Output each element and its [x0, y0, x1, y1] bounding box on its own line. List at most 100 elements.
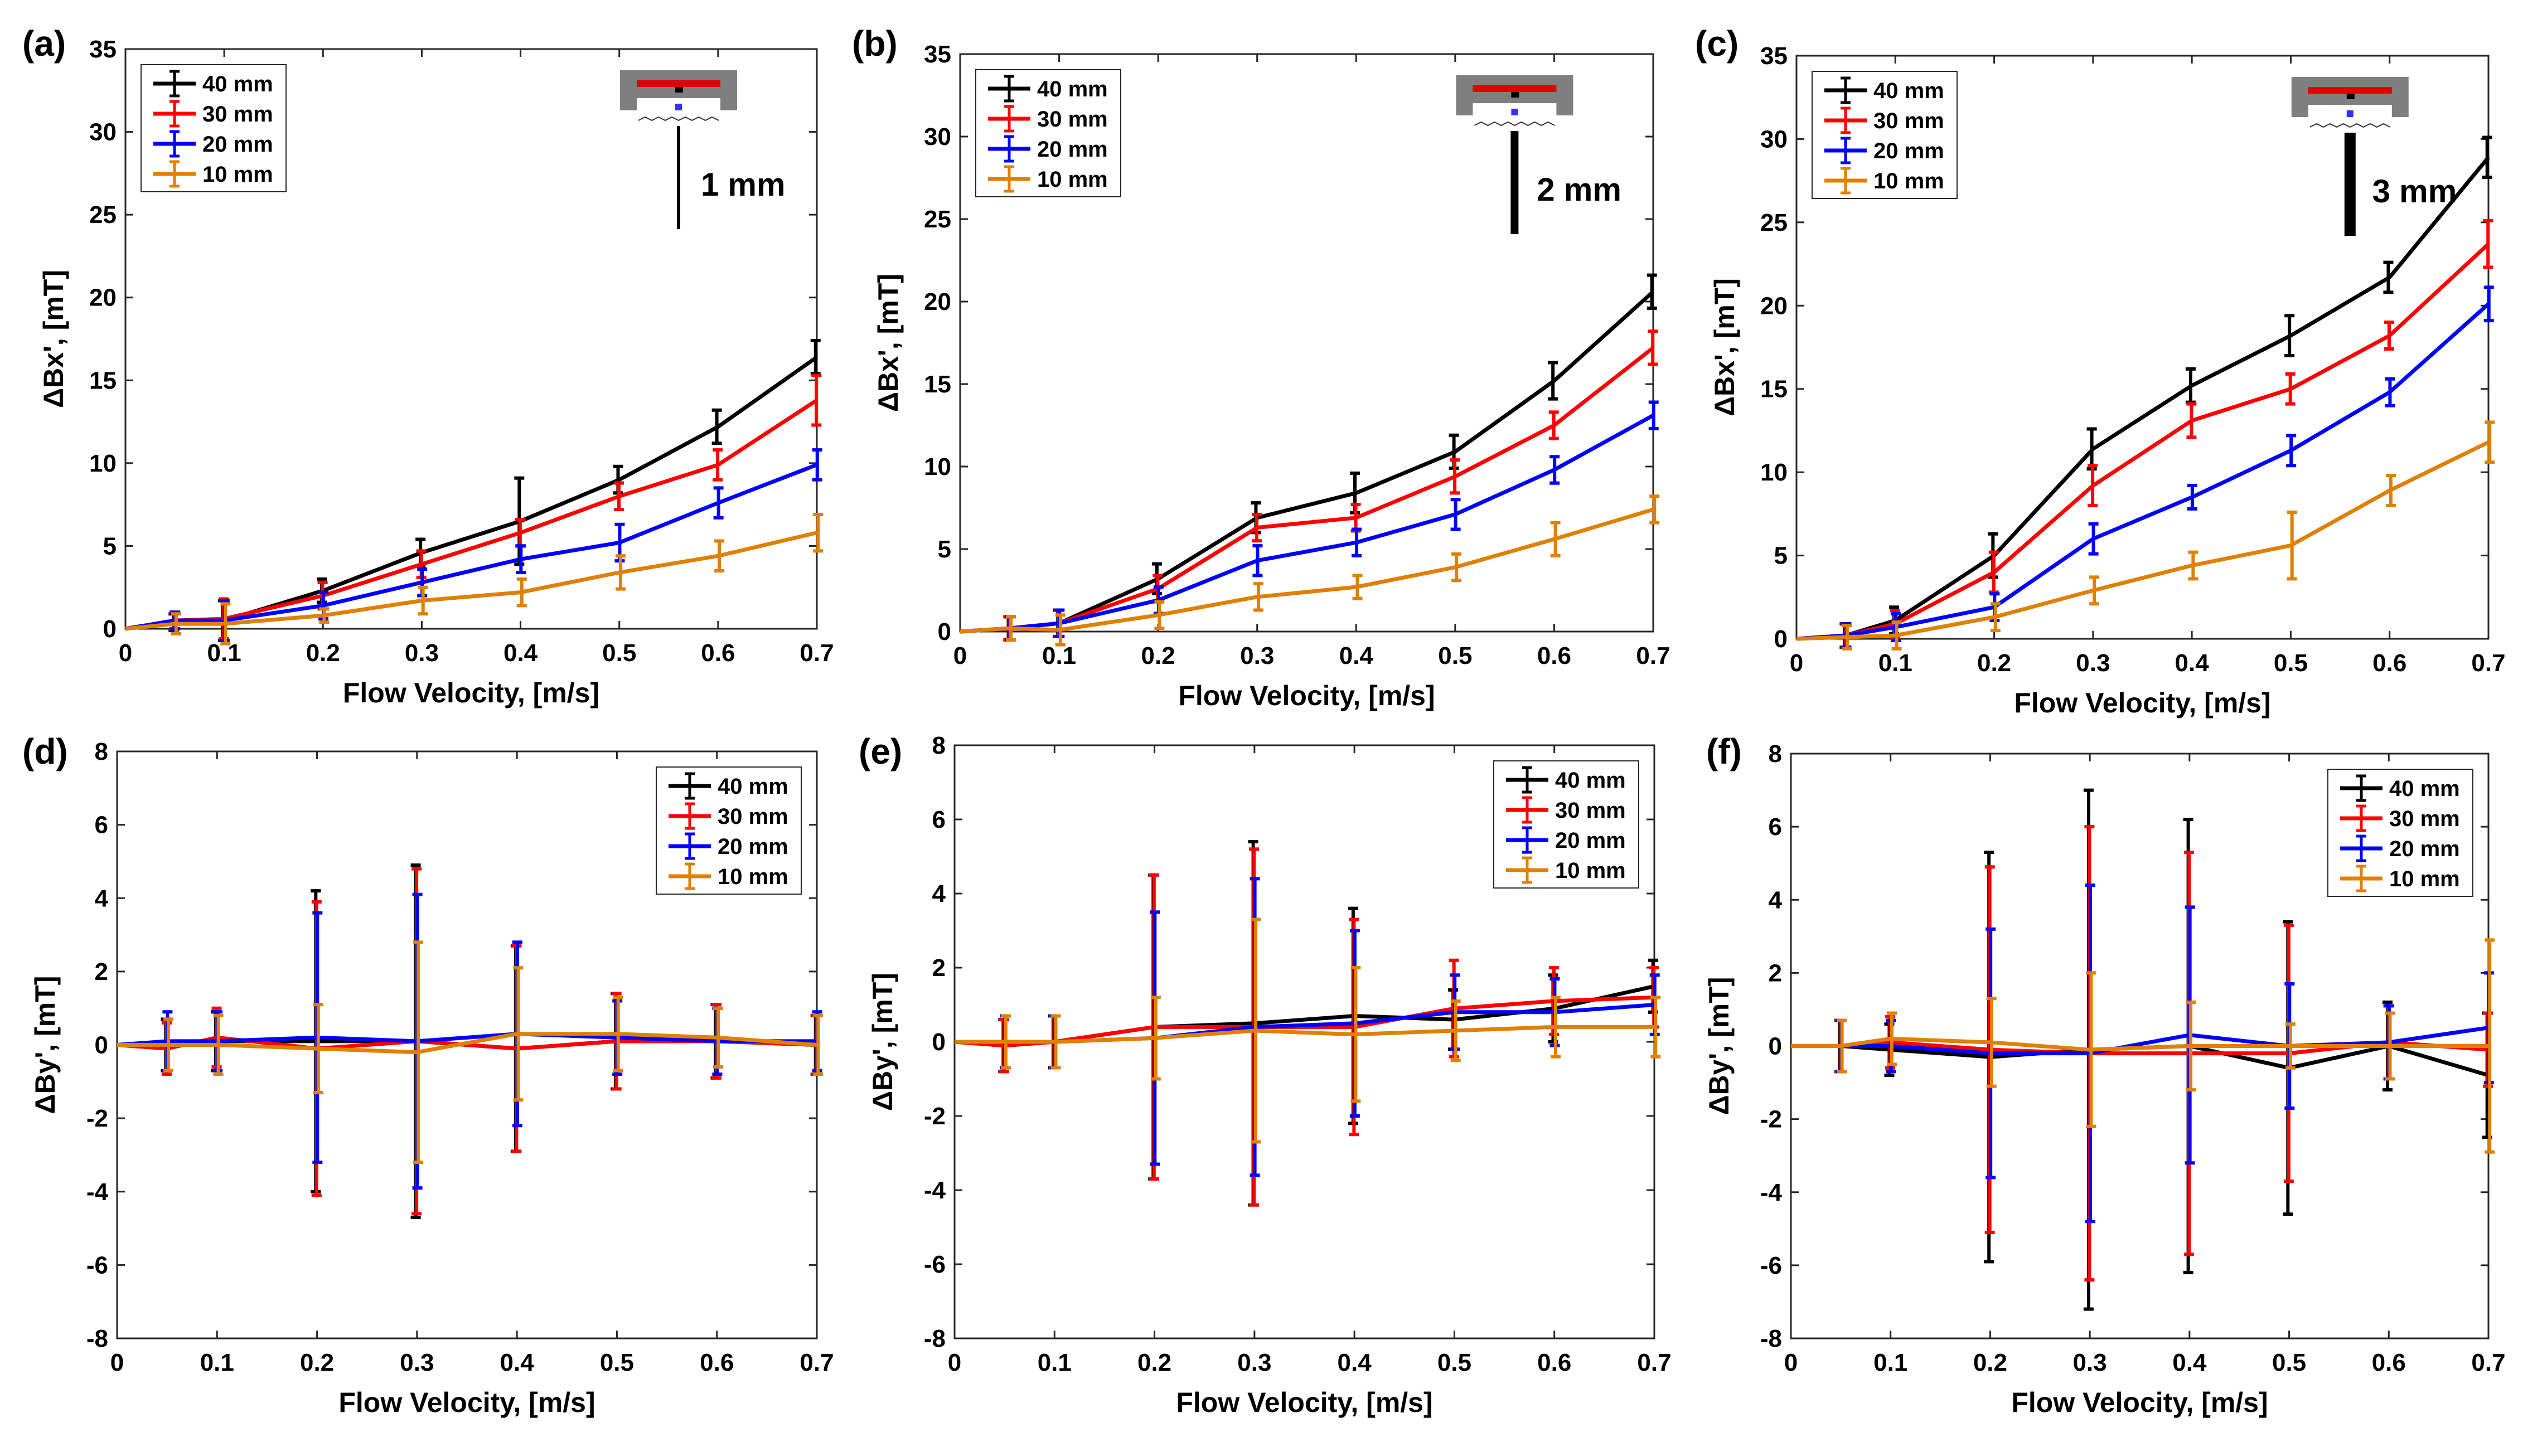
x-tick-label: 0.3: [1237, 1349, 1271, 1376]
x-tick-label: 0.3: [405, 639, 439, 667]
x-tick-label: 0.2: [306, 639, 340, 667]
sensor-inset: 2 mm: [1456, 75, 1621, 234]
hall-sensor-icon: [1511, 109, 1518, 115]
x-tick-label: 0.3: [400, 1349, 434, 1376]
panel-label: (c): [1695, 23, 1739, 64]
panel-label: (d): [22, 731, 68, 771]
membrane-icon: [2309, 123, 2391, 128]
legend-label: 20 mm: [1555, 828, 1626, 853]
series-line: [960, 507, 1654, 634]
series-10-mm: [960, 494, 1660, 647]
x-tick-label: 0.6: [1537, 1349, 1571, 1376]
x-axis-title: Flow Velocity, [m/s]: [343, 677, 599, 708]
x-tick-label: 0.7: [2471, 1349, 2505, 1376]
x-tick-label: 0.7: [800, 1349, 834, 1376]
x-tick-label: 0.4: [2175, 649, 2210, 677]
y-tick-label: 20: [89, 284, 117, 312]
legend-label: 30 mm: [718, 804, 788, 829]
legend-box: [2327, 769, 2473, 897]
y-tick-label: 0: [103, 615, 117, 643]
x-tick-label: 0: [953, 642, 967, 669]
y-tick-label: 2: [1769, 959, 1782, 987]
series-line: [1791, 1036, 2488, 1052]
x-tick-label: 0.7: [800, 639, 834, 667]
legend-label: 10 mm: [202, 162, 273, 187]
y-axis-title: ΔBx', [mT]: [1709, 278, 1740, 416]
scale-bar: [677, 126, 680, 229]
x-tick-label: 0.1: [1873, 1349, 1907, 1376]
y-tick-label: 30: [924, 123, 951, 151]
y-tick-label: 0: [1769, 1033, 1782, 1060]
x-tick-label: 0.5: [1438, 642, 1472, 669]
magnet-icon: [2308, 87, 2392, 94]
x-tick-label: 0.5: [2272, 1349, 2306, 1376]
y-tick-label: 25: [1760, 209, 1788, 236]
x-tick-label: 0: [119, 639, 132, 667]
y-tick-label: 4: [95, 885, 109, 912]
panel-label: (b): [852, 23, 898, 64]
y-tick-label: 8: [932, 732, 946, 759]
y-tick-label: 15: [1760, 376, 1788, 403]
x-tick-label: 0.1: [200, 1349, 234, 1376]
x-tick-label: 0.1: [1038, 1349, 1072, 1376]
y-tick-label: -6: [1760, 1252, 1782, 1279]
series-10-mm: [1796, 420, 2495, 651]
legend-label: 30 mm: [1873, 109, 1944, 133]
y-tick-label: -4: [86, 1178, 109, 1206]
x-axis-title: Flow Velocity, [m/s]: [1178, 680, 1435, 711]
y-tick-label: -6: [924, 1251, 946, 1278]
scale-bar-label: 2 mm: [1537, 172, 1621, 208]
y-axis-title: ΔBy', [mT]: [867, 973, 898, 1111]
x-tick-label: 0.6: [2372, 1349, 2406, 1376]
y-tick-label: 6: [95, 812, 108, 839]
y-axis-title: ΔBx', [mT]: [38, 270, 69, 408]
membrane-icon: [638, 116, 719, 122]
x-axis-title: Flow Velocity, [m/s]: [338, 1387, 595, 1418]
y-tick-label: 6: [932, 806, 946, 833]
sensor-inset: 1 mm: [620, 70, 786, 229]
x-tick-label: 0.1: [1878, 649, 1912, 677]
legend: 40 mm 30 mm 20 mm 10 mm: [2327, 769, 2473, 897]
legend-label: 20 mm: [718, 834, 788, 859]
legend-label: 10 mm: [1873, 169, 1944, 193]
legend-label: 40 mm: [1037, 77, 1108, 101]
x-tick-label: 0.2: [1141, 642, 1175, 669]
y-axis-title: ΔBy', [mT]: [1703, 977, 1735, 1115]
x-tick-label: 0.5: [1437, 1349, 1471, 1376]
x-tick-label: 0: [1784, 1349, 1798, 1376]
chart-panel-3: (c) 0 0.1 0.2 0.3 0.4 0.5 0.6 0.7 0 5 10 15 20 25 30 35 F…: [1695, 23, 2506, 719]
series-line: [1796, 302, 2490, 641]
legend-box: [141, 64, 287, 192]
x-tick-label: 0.7: [2471, 649, 2505, 677]
magnet-core-icon: [2346, 94, 2355, 99]
series-10-mm: [955, 918, 1661, 1144]
legend-label: 10 mm: [1037, 167, 1108, 192]
x-tick-label: 0: [1790, 649, 1803, 677]
series-10-mm: [117, 940, 824, 1164]
y-tick-label: -2: [1760, 1106, 1782, 1133]
y-tick-label: 5: [103, 532, 117, 560]
legend-label: 30 mm: [1555, 798, 1626, 823]
legend-label: 10 mm: [2389, 867, 2460, 891]
legend: 40 mm 30 mm 20 mm 10 mm: [656, 766, 802, 895]
x-tick-label: 0: [948, 1349, 961, 1376]
legend-box: [1493, 760, 1639, 889]
x-tick-label: 0.7: [1637, 1349, 1671, 1376]
y-tick-label: 5: [1774, 542, 1788, 570]
y-axis-title: ΔBy', [mT]: [30, 976, 61, 1114]
legend: 40 mm 30 mm 20 mm 10 mm: [141, 64, 287, 192]
legend-label: 40 mm: [1555, 768, 1626, 793]
y-axis-title: ΔBx', [mT]: [873, 274, 904, 412]
y-tick-label: -8: [924, 1325, 946, 1352]
legend-box: [1812, 71, 1958, 199]
panel-label: (f): [1706, 731, 1742, 771]
y-tick-label: -2: [86, 1105, 108, 1132]
y-tick-label: 2: [932, 954, 946, 982]
series-10-mm: [1791, 938, 2495, 1154]
y-tick-label: 0: [1774, 625, 1788, 653]
x-axis-title: Flow Velocity, [m/s]: [2014, 687, 2270, 719]
scale-bar: [1510, 131, 1519, 234]
x-tick-label: 0: [110, 1349, 124, 1376]
magnet-icon: [637, 80, 720, 87]
